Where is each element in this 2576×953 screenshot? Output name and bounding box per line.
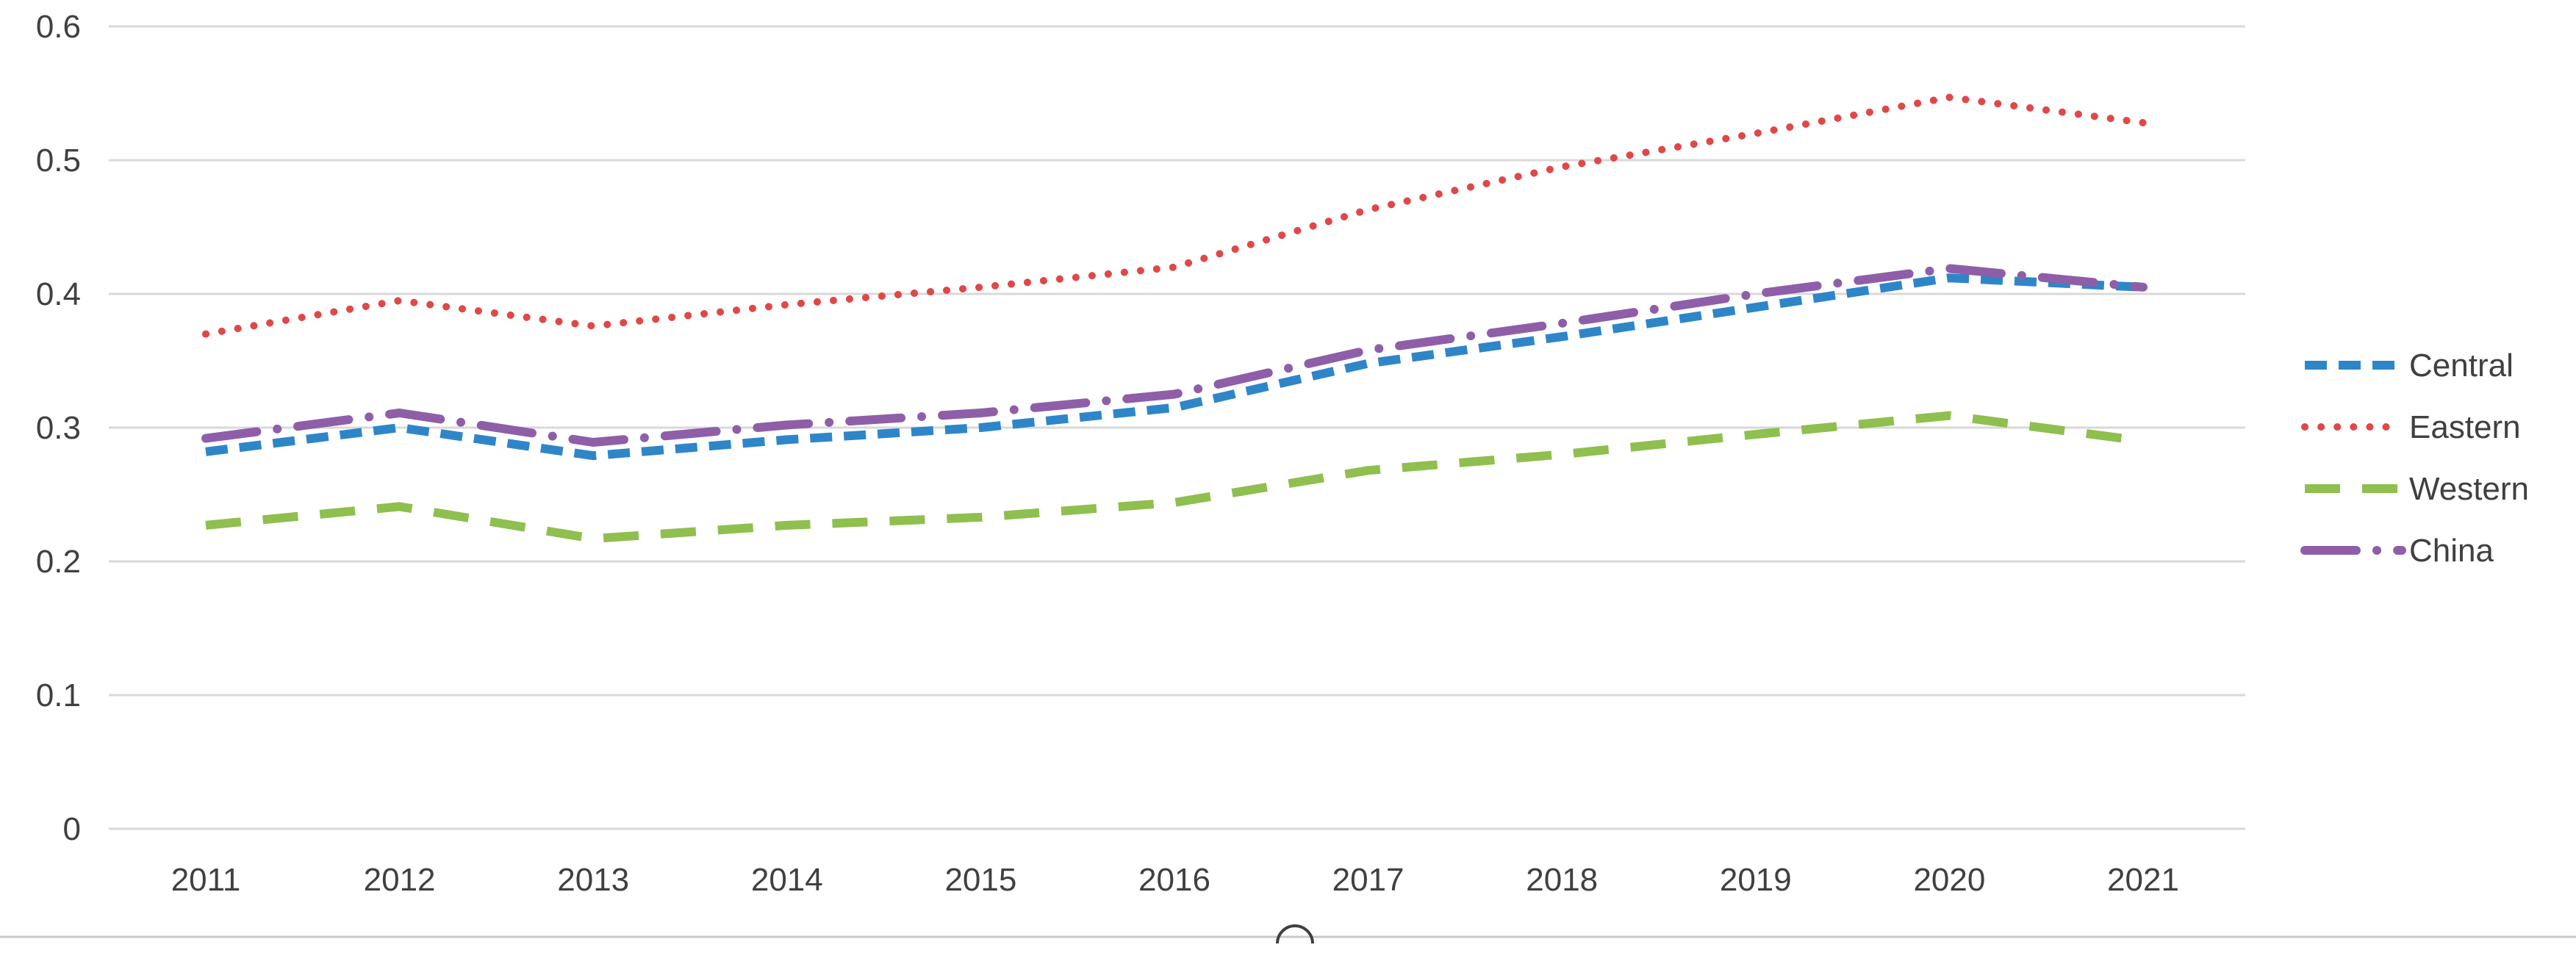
y-tick-label: 0.3 (36, 410, 81, 446)
data-point-central (395, 422, 405, 433)
x-tick-label: 2019 (1720, 862, 1792, 898)
data-point-china (1557, 318, 1567, 328)
data-point-western (1169, 497, 1180, 508)
data-point-eastern (1557, 162, 1567, 172)
data-point-eastern (1944, 92, 1954, 102)
x-tick-label: 2021 (2107, 862, 2179, 898)
data-point-eastern (588, 321, 598, 331)
data-point-western (588, 533, 598, 544)
data-point-western (1363, 465, 1374, 475)
x-axis-ticks: 2011 2012 2013 2014 2015 2016 2017 2018 2019 2020… (171, 862, 2179, 898)
x-tick-label: 2020 (1913, 862, 1985, 898)
data-point-eastern (1363, 204, 1374, 215)
series-line-eastern (202, 93, 2147, 338)
series-line-central (205, 273, 2144, 461)
data-point-western (1557, 449, 1567, 459)
y-tick-label: 0.2 (36, 544, 81, 580)
series-lines (201, 92, 2148, 544)
x-tick-label: 2014 (751, 862, 823, 898)
data-point-china (1751, 289, 1761, 299)
data-point-central (1557, 331, 1567, 342)
data-point-western (1751, 429, 1761, 439)
data-point-western (782, 520, 792, 531)
data-point-central (975, 422, 986, 433)
data-point-eastern (782, 300, 792, 310)
data-point-central (588, 450, 598, 461)
data-point-western (201, 520, 211, 531)
data-point-eastern (1169, 262, 1180, 273)
data-point-eastern (1751, 129, 1761, 139)
x-tick-label: 2011 (171, 862, 241, 898)
bottom-decoration (0, 924, 2576, 944)
x-tick-label: 2018 (1526, 862, 1598, 898)
legend-label-china: China (2409, 533, 2494, 569)
data-point-china (1169, 389, 1180, 400)
data-point-central (201, 447, 211, 457)
data-point-central (782, 434, 792, 445)
data-point-china (1944, 263, 1954, 273)
data-point-central (1751, 302, 1761, 312)
gridlines (109, 25, 2245, 830)
data-point-eastern (975, 282, 986, 292)
legend-label-western: Western (2409, 471, 2529, 507)
y-tick-label: 0 (63, 811, 81, 847)
y-tick-label: 0.6 (36, 9, 81, 45)
data-point-central (1944, 273, 1954, 283)
y-tick-label: 0.4 (36, 276, 81, 312)
x-tick-label: 2016 (1138, 862, 1210, 898)
x-tick-label: 2017 (1332, 862, 1404, 898)
legend-label-central: Central (2409, 348, 2514, 384)
data-point-eastern (395, 295, 405, 306)
data-point-eastern (201, 329, 211, 339)
y-tick-label: 0.1 (36, 677, 81, 713)
data-point-central (1169, 403, 1180, 413)
data-point-western (1944, 411, 1954, 421)
x-tick-label: 2013 (557, 862, 629, 898)
x-tick-label: 2015 (944, 862, 1016, 898)
data-point-western (2138, 436, 2148, 446)
series-line-china (201, 264, 2148, 447)
data-point-china (782, 420, 792, 430)
data-point-china (1363, 345, 1374, 355)
series-line-western (205, 411, 2144, 544)
data-point-china (395, 408, 405, 418)
data-point-western (395, 501, 405, 511)
data-point-china (588, 437, 598, 447)
resize-handle-icon[interactable] (1276, 924, 1314, 944)
legend-label-eastern: Eastern (2409, 409, 2521, 445)
x-tick-label: 2012 (364, 862, 436, 898)
data-point-china (201, 434, 211, 444)
data-point-china (975, 408, 986, 418)
data-point-central (1363, 359, 1374, 369)
data-point-eastern (2138, 118, 2148, 128)
y-axis-ticks: 0 0.1 0.2 0.3 0.4 0.5 0.6 (36, 9, 81, 847)
y-tick-label: 0.5 (36, 143, 81, 179)
legend: Central Eastern Western China (2300, 348, 2529, 569)
data-point-western (975, 512, 986, 522)
data-point-china (2138, 282, 2148, 292)
